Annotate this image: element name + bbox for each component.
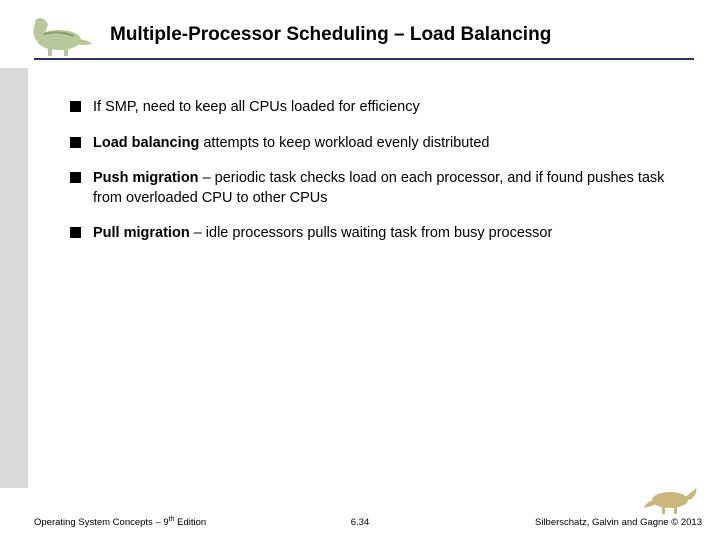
slide-title: Multiple-Processor Scheduling – Load Bal…	[110, 24, 551, 46]
bullet-text: Load balancing attempts to keep workload…	[93, 134, 670, 154]
bullet-item: Pull migration – idle processors pulls w…	[70, 224, 670, 244]
slide-body: If SMP, need to keep all CPUs loaded for…	[70, 98, 670, 260]
bullet-text: Push migration – periodic task checks lo…	[93, 169, 670, 208]
bullet-text: Pull migration – idle processors pulls w…	[93, 224, 670, 244]
bullet-item: Push migration – periodic task checks lo…	[70, 169, 670, 208]
bullet-square-icon	[70, 172, 81, 183]
bullet-bold: Push migration	[93, 170, 199, 186]
bullet-item: If SMP, need to keep all CPUs loaded for…	[70, 98, 670, 118]
footer-copyright: Silberschatz, Galvin and Gagne © 2013	[535, 517, 702, 528]
dinosaur-icon	[24, 10, 94, 58]
left-sidebar	[0, 68, 28, 488]
slide-footer: Operating System Concepts – 9th Edition …	[0, 500, 720, 528]
bullet-text: If SMP, need to keep all CPUs loaded for…	[93, 98, 670, 118]
bullet-rest: – idle processors pulls waiting task fro…	[190, 225, 553, 241]
bullet-plain: If SMP, need to keep all CPUs loaded for…	[93, 99, 420, 115]
bullet-square-icon	[70, 137, 81, 148]
bullet-square-icon	[70, 227, 81, 238]
title-rule	[34, 58, 694, 60]
bullet-square-icon	[70, 101, 81, 112]
bullet-rest: attempts to keep workload evenly distrib…	[199, 135, 489, 151]
bullet-item: Load balancing attempts to keep workload…	[70, 134, 670, 154]
bullet-bold: Load balancing	[93, 135, 199, 151]
bullet-bold: Pull migration	[93, 225, 190, 241]
